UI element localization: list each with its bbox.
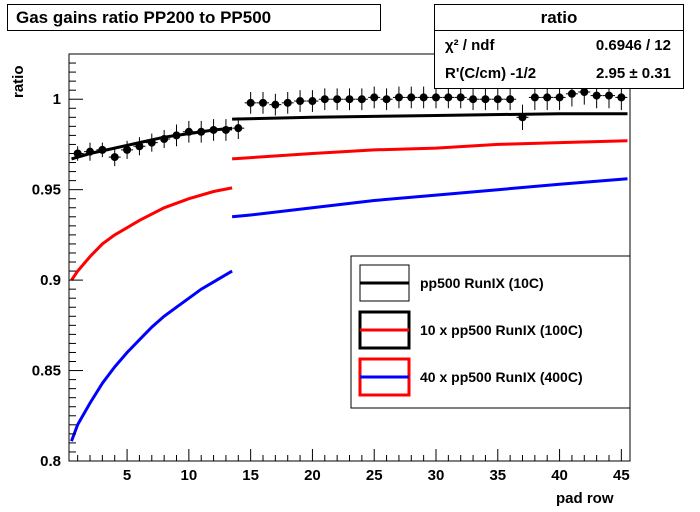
y-tick-label: 0.95 — [32, 182, 61, 199]
data-point — [172, 131, 181, 140]
chart-title: Gas gains ratio PP200 to PP500 — [7, 4, 381, 31]
data-point — [580, 87, 589, 96]
fit-curves — [70, 112, 628, 442]
data-point — [283, 98, 292, 107]
stats-box: ratio χ² / ndf 0.6946 / 12 R'(C/cm) -1/2… — [434, 4, 684, 89]
stats-value: 2.95 ± 0.31 — [596, 65, 671, 82]
series-line — [70, 269, 233, 442]
x-tick-label: 10 — [181, 467, 198, 484]
data-point — [431, 93, 440, 102]
data-point — [617, 93, 626, 102]
data-point — [135, 142, 144, 151]
data-point — [506, 95, 515, 104]
data-points — [71, 79, 628, 167]
series-line — [70, 186, 233, 281]
data-point — [555, 93, 564, 102]
series-line — [232, 112, 628, 121]
stats-row: R'(C/cm) -1/2 2.95 ± 0.31 — [435, 59, 683, 87]
y-tick-label: 0.8 — [40, 453, 61, 470]
y-tick-label: 0.85 — [32, 363, 61, 380]
data-point — [567, 89, 576, 98]
data-point — [259, 98, 268, 107]
data-point — [493, 95, 502, 104]
data-point — [234, 124, 243, 133]
data-point — [209, 125, 218, 134]
data-point — [382, 95, 391, 104]
data-point — [221, 125, 230, 134]
y-tick-label: 0.9 — [40, 272, 61, 289]
data-point — [147, 138, 156, 147]
legend-box — [350, 255, 631, 409]
x-tick-label: 5 — [123, 467, 131, 484]
data-point — [271, 100, 280, 109]
x-tick-label: 15 — [242, 467, 259, 484]
data-point — [469, 95, 478, 104]
data-point — [320, 95, 329, 104]
x-tick-label: 30 — [428, 467, 445, 484]
data-point — [543, 93, 552, 102]
x-tick-label: 40 — [551, 467, 568, 484]
x-tick-label: 25 — [366, 467, 383, 484]
data-point — [345, 95, 354, 104]
data-point — [197, 127, 206, 136]
data-point — [110, 153, 119, 162]
x-axis-label: pad row — [556, 490, 614, 507]
data-point — [604, 91, 613, 100]
data-point — [592, 91, 601, 100]
stats-label: R'(C/cm) -1/2 — [445, 65, 537, 82]
data-point — [123, 145, 132, 154]
y-axis-label: ratio — [10, 65, 27, 98]
data-point — [394, 93, 403, 102]
data-point — [481, 95, 490, 104]
data-point — [518, 113, 527, 122]
series-line — [231, 139, 628, 161]
data-point — [530, 93, 539, 102]
data-point — [296, 97, 305, 106]
stats-label: χ² / ndf — [445, 37, 495, 54]
legend: pp500 RunIX (10C) 10 x pp500 RunIX (100C)… — [350, 255, 631, 409]
x-tick-label: 45 — [613, 467, 630, 484]
data-point — [246, 98, 255, 107]
x-tick-label: 35 — [489, 467, 506, 484]
data-point — [444, 93, 453, 102]
stats-title: ratio — [435, 5, 683, 31]
legend-label: pp500 RunIX (10C) — [420, 275, 544, 291]
legend-label: 40 x pp500 RunIX (400C) — [420, 369, 583, 385]
data-point — [419, 93, 428, 102]
legend-label: 10 x pp500 RunIX (100C) — [420, 322, 583, 338]
data-point — [73, 149, 82, 158]
series-line — [231, 177, 628, 219]
data-point — [357, 95, 366, 104]
data-point — [184, 127, 193, 136]
data-point — [333, 95, 342, 104]
axis-ticks: 5 10 15 20 25 30 35 40 45 0.8 0.85 0.9 0.95 1 — [32, 53, 630, 484]
data-point — [86, 147, 95, 156]
x-tick-label: 20 — [304, 467, 321, 484]
y-tick-label: 1 — [53, 91, 61, 108]
data-point — [160, 135, 169, 144]
data-point — [407, 93, 416, 102]
data-point — [370, 93, 379, 102]
stats-row: χ² / ndf 0.6946 / 12 — [435, 31, 683, 59]
data-point — [456, 93, 465, 102]
data-point — [308, 97, 317, 106]
stats-value: 0.6946 / 12 — [595, 37, 671, 54]
data-point — [98, 145, 107, 154]
